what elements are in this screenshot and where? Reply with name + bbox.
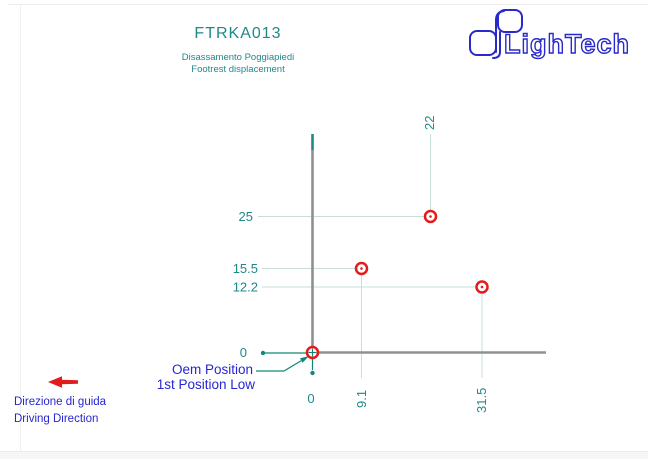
y-value-label-12-2: 12.2: [233, 280, 258, 295]
point-center-dot: [480, 285, 484, 289]
point-9-1-15-5: [354, 261, 369, 276]
dimension-labels: 25 15.5 12.2 0 22 0 9.1 31.5: [233, 116, 489, 413]
x-value-label-0: 0: [307, 391, 314, 406]
driving-direction-arrow-icon: [48, 376, 78, 388]
logo-d-bowl-shape: [469, 30, 497, 56]
drawing-subtitle-english: Footrest displacement: [191, 64, 285, 75]
origin-bottom-leader-dot: [310, 370, 315, 376]
x-value-label-22: 22: [422, 116, 437, 130]
lightech-logo-text: LighTech: [504, 29, 630, 59]
oem-callout-arrowhead: [300, 356, 309, 363]
origin-left-leader-dot: [260, 350, 266, 356]
point-center-dot: [360, 267, 363, 270]
drawing-subtitle-italian: Disassamento Poggiapiedi: [182, 52, 294, 63]
direction-label-english: Driving Direction: [14, 413, 98, 425]
lightech-logo-icon: [469, 9, 523, 59]
origin-leaders: [256, 350, 315, 376]
point-31-5-12-2: [475, 280, 489, 294]
y-value-label-25: 25: [239, 209, 253, 224]
point-center-dot: [429, 215, 432, 218]
logo-p-bowl-shape: [497, 9, 523, 33]
driving-direction-annotation: Direzione di guida Driving Direction: [14, 376, 107, 425]
oem-callout-leader-line: [256, 360, 302, 372]
logo-d-stem-shape: [495, 10, 505, 53]
y-value-label-0: 0: [240, 345, 247, 360]
y-value-label-15-5: 15.5: [233, 261, 258, 276]
drawing-title: FTRKA013: [194, 25, 281, 42]
first-position-low-label: 1st Position Low: [157, 377, 256, 392]
page-bottom-strip: [0, 451, 648, 459]
direction-label-italian: Direzione di guida: [14, 396, 107, 408]
x-value-label-9-1: 9.1: [354, 390, 369, 408]
logo-p-descender-shape: [492, 31, 501, 59]
x-value-label-31-5: 31.5: [474, 388, 489, 413]
data-point-markers: [305, 209, 489, 360]
page-frame-top: [8, 4, 648, 5]
point-22-25: [423, 209, 438, 224]
origin-point-marker: [305, 345, 320, 360]
page-frame-left: [20, 4, 21, 452]
dimension-leader-lines: [258, 134, 483, 378]
oem-position-callout: Oem Position 1st Position Low: [157, 362, 256, 392]
oem-position-label: Oem Position: [172, 362, 253, 377]
lightech-logo: LighTech: [469, 9, 630, 60]
